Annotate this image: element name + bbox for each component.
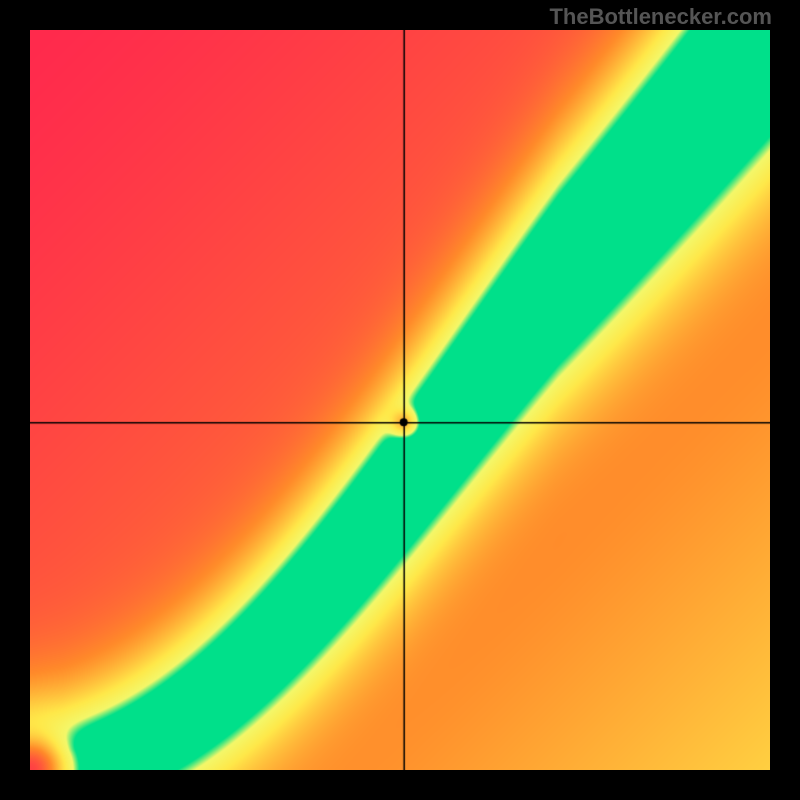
chart-container: TheBottlenecker.com <box>0 0 800 800</box>
bottleneck-heatmap <box>30 30 770 770</box>
watermark-text: TheBottlenecker.com <box>549 4 772 30</box>
